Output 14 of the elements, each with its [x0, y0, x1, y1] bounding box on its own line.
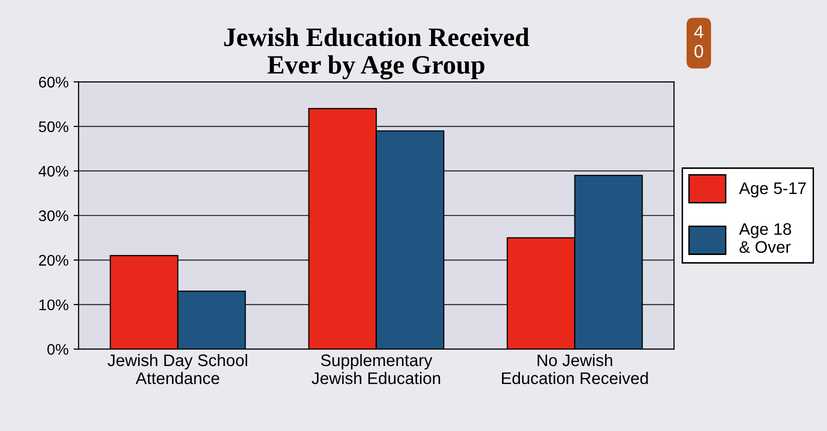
text: 40 — [694, 26, 704, 58]
y-tick-label: 20% — [39, 254, 68, 266]
y-tick-label: 60% — [39, 76, 68, 88]
x-tick-label: Jewish Day School Attendance — [108, 354, 248, 384]
x-tick-label: No Jewish Education Received — [502, 354, 648, 384]
chart-title: Jewish Education Received Ever by Age Group — [224, 28, 530, 80]
x-tick-label: Supplementary Jewish Education — [312, 354, 440, 384]
legend-label: Age 5-17 — [739, 182, 806, 198]
y-tick-label: 40% — [38, 166, 68, 177]
legend-label: Age 18 & Over — [739, 223, 792, 253]
y-tick-label: 0% — [47, 344, 68, 355]
y-tick-label: 50% — [38, 121, 68, 132]
y-tick-label: 30% — [38, 210, 68, 222]
y-tick-label: 10% — [39, 299, 68, 310]
